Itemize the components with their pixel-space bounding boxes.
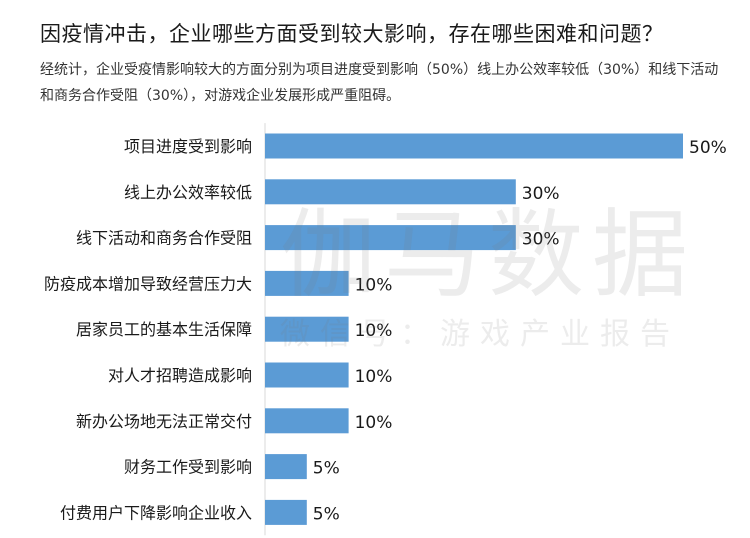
page-subtitle: 经统计，企业受疫情影响较大的方面分别为项目进度受到影响（50%）线上办公效率较低… — [40, 62, 719, 104]
data-label: 10% — [355, 275, 393, 295]
bar — [265, 225, 516, 251]
data-label: 30% — [522, 230, 560, 250]
category-label: 新办公场地无法正常交付 — [76, 412, 252, 431]
bar — [265, 179, 516, 205]
page-title: 因疫情冲击，企业哪些方面受到较大影响，存在哪些困难和问题？ — [40, 22, 664, 46]
data-label: 50% — [689, 138, 727, 158]
bar — [265, 499, 307, 525]
data-label: 5% — [313, 459, 340, 479]
category-label: 防疫成本增加导致经营压力大 — [44, 274, 252, 293]
data-label: 30% — [522, 184, 560, 204]
data-label: 10% — [355, 321, 393, 341]
bar — [265, 454, 307, 480]
category-label: 线上办公效率较低 — [124, 183, 252, 202]
category-label: 财务工作受到影响 — [124, 458, 252, 477]
category-label: 居家员工的基本生活保障 — [76, 320, 252, 339]
bar — [265, 270, 349, 296]
bar — [265, 133, 683, 159]
data-label: 10% — [355, 367, 393, 387]
category-label: 对人才招聘造成影响 — [108, 366, 252, 385]
data-label: 10% — [355, 413, 393, 433]
bar — [265, 408, 349, 434]
bar — [265, 362, 349, 388]
category-label: 项目进度受到影响 — [124, 137, 252, 156]
category-label: 付费用户下降影响企业收入 — [60, 503, 252, 522]
data-label: 5% — [313, 504, 340, 524]
bar — [265, 316, 349, 342]
category-label: 线下活动和商务合作受阻 — [76, 229, 252, 248]
